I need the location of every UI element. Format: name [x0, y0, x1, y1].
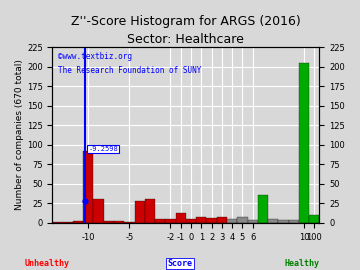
Bar	[176, 213, 186, 223]
Bar	[73, 221, 83, 223]
Bar	[268, 219, 278, 223]
Bar	[165, 219, 176, 223]
Bar	[186, 219, 196, 223]
Text: ©www.textbiz.org: ©www.textbiz.org	[58, 52, 132, 62]
Bar	[63, 222, 73, 223]
Text: -9.2598: -9.2598	[88, 146, 118, 152]
Bar	[52, 222, 63, 223]
Bar	[309, 215, 319, 223]
Bar	[289, 220, 299, 223]
Bar	[206, 218, 217, 223]
Y-axis label: Number of companies (670 total): Number of companies (670 total)	[15, 59, 24, 210]
Bar	[135, 201, 145, 223]
Bar	[124, 222, 135, 223]
Bar	[299, 63, 309, 223]
Text: The Research Foundation of SUNY: The Research Foundation of SUNY	[58, 66, 201, 76]
Bar	[278, 220, 289, 223]
Bar	[248, 220, 258, 223]
Text: Healthy: Healthy	[285, 259, 320, 268]
Bar	[217, 217, 227, 223]
Bar	[237, 217, 248, 223]
Bar	[155, 219, 165, 223]
Bar	[104, 221, 114, 223]
Bar	[114, 221, 124, 223]
Bar	[94, 199, 104, 223]
Bar	[258, 195, 268, 223]
Bar	[145, 199, 155, 223]
Bar	[83, 151, 94, 223]
Title: Z''-Score Histogram for ARGS (2016)
Sector: Healthcare: Z''-Score Histogram for ARGS (2016) Sect…	[71, 15, 301, 46]
Text: Score: Score	[167, 259, 193, 268]
Bar	[196, 217, 206, 223]
Bar	[227, 219, 237, 223]
Text: Unhealthy: Unhealthy	[24, 259, 69, 268]
